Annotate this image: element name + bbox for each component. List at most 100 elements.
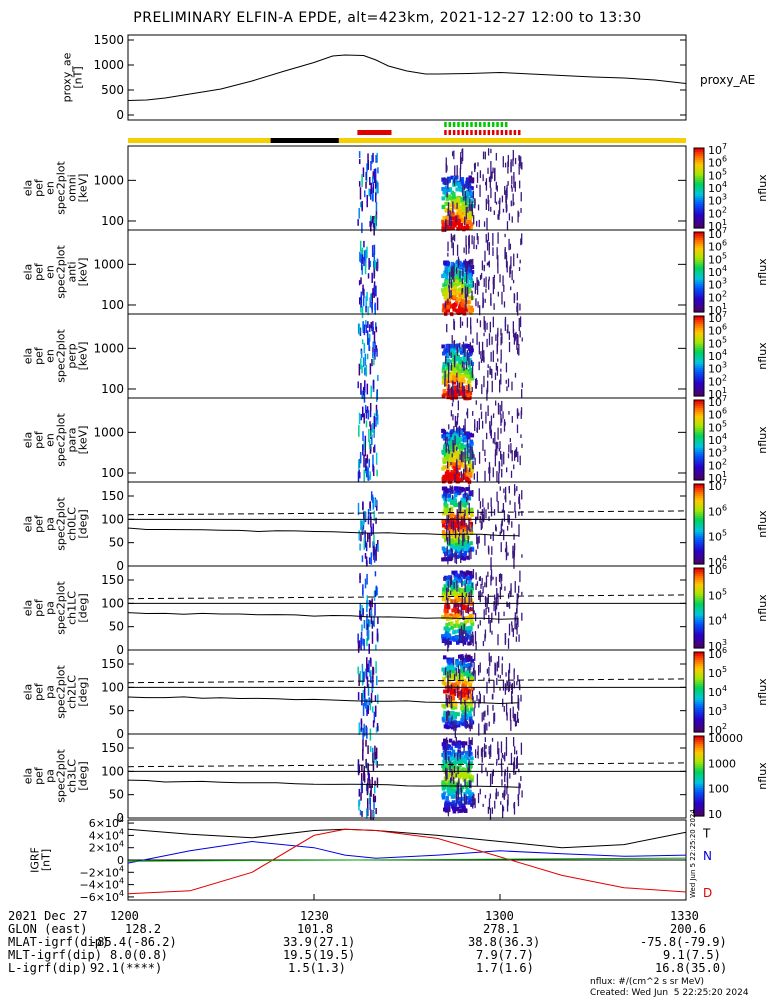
data-cell xyxy=(460,706,464,711)
data-cell xyxy=(367,160,369,170)
data-speckle xyxy=(446,546,448,555)
data-speckle xyxy=(505,703,508,716)
proxy-ae-legend: proxy_AE xyxy=(700,73,755,87)
data-cell xyxy=(369,403,372,412)
data-cell xyxy=(366,573,368,585)
data-cell xyxy=(444,632,449,637)
data-cell xyxy=(447,437,451,442)
data-speckle xyxy=(496,758,498,764)
data-speckle xyxy=(519,180,521,189)
data-cell xyxy=(445,215,449,220)
data-cell xyxy=(365,420,368,428)
data-speckle xyxy=(448,424,450,430)
data-cell xyxy=(465,445,469,450)
data-cell xyxy=(446,785,451,790)
data-cell xyxy=(467,363,472,368)
data-speckle xyxy=(486,338,488,348)
colorbar-frame xyxy=(693,147,705,229)
data-cell xyxy=(448,514,452,519)
data-cell xyxy=(362,689,365,701)
colorbar-cell xyxy=(694,758,704,761)
data-speckle xyxy=(483,278,485,287)
data-cell xyxy=(360,780,363,793)
data-speckle xyxy=(468,355,470,366)
data-cell xyxy=(458,590,463,595)
data-speckle xyxy=(518,267,521,271)
data-cell xyxy=(441,523,446,528)
data-speckle xyxy=(447,809,450,817)
data-speckle xyxy=(486,380,489,393)
data-speckle xyxy=(507,681,509,686)
data-speckle xyxy=(465,261,467,273)
data-speckle xyxy=(470,259,472,272)
data-cell xyxy=(466,796,470,801)
data-cell xyxy=(459,178,464,183)
data-cell xyxy=(461,474,465,479)
data-cell xyxy=(455,365,460,370)
row-mlt-v0: 8.0(0.8) xyxy=(110,948,168,962)
data-cell xyxy=(450,661,455,666)
colorbar-cell xyxy=(694,266,704,269)
data-cell xyxy=(362,608,364,616)
data-speckle xyxy=(452,201,454,213)
data-speckle xyxy=(486,239,489,251)
data-cell xyxy=(457,445,461,450)
data-speckle xyxy=(469,448,471,461)
colorbar-cell xyxy=(694,178,704,181)
data-cell xyxy=(454,743,459,748)
data-speckle xyxy=(501,400,503,412)
data-speckle xyxy=(496,247,498,260)
data-speckle xyxy=(455,721,457,731)
data-speckle xyxy=(502,275,504,287)
data-speckle xyxy=(459,454,461,461)
data-cell xyxy=(361,605,363,618)
colorbar-cell xyxy=(694,256,704,259)
data-speckle xyxy=(453,262,455,276)
colorbar-cell xyxy=(694,724,704,727)
data-cell xyxy=(369,220,371,228)
data-speckle xyxy=(462,640,464,647)
data-cell xyxy=(456,691,461,696)
data-cell xyxy=(468,375,473,380)
data-cell xyxy=(461,218,465,223)
data-cell xyxy=(448,359,452,364)
data-speckle xyxy=(505,252,507,258)
status-dot-green xyxy=(504,122,508,127)
data-cell xyxy=(450,211,455,216)
data-cell xyxy=(369,790,372,797)
data-speckle xyxy=(496,366,499,376)
data-speckle xyxy=(469,666,471,674)
panel-ylabel-line: ela xyxy=(22,684,35,701)
data-speckle xyxy=(515,757,518,769)
data-speckle xyxy=(517,410,519,414)
colorbar-cell xyxy=(694,318,704,321)
data-cell xyxy=(456,723,461,728)
colorbar-cell xyxy=(694,486,704,489)
data-cell xyxy=(453,682,458,687)
data-speckle xyxy=(500,574,502,584)
data-speckle xyxy=(515,636,518,642)
data-cell xyxy=(465,618,470,623)
colorbar-cell xyxy=(694,286,704,289)
data-speckle xyxy=(493,509,496,516)
data-cell xyxy=(364,353,367,366)
proxy-ae-frame xyxy=(127,34,687,121)
data-cell xyxy=(372,523,374,535)
data-cell xyxy=(365,296,367,308)
data-cell xyxy=(461,722,465,727)
data-cell xyxy=(450,673,455,678)
colorbar-cell xyxy=(694,430,704,433)
data-speckle xyxy=(478,591,480,600)
data-speckle xyxy=(473,793,475,805)
data-cell xyxy=(464,470,469,475)
data-speckle xyxy=(460,783,462,792)
data-cell xyxy=(376,297,379,311)
data-cell xyxy=(465,208,469,213)
data-cell xyxy=(457,554,462,559)
data-cell xyxy=(370,430,373,438)
data-cell xyxy=(457,218,461,223)
data-cell xyxy=(446,347,450,352)
data-speckle xyxy=(455,603,457,608)
data-cell xyxy=(375,155,377,163)
colorbar-cell xyxy=(694,654,704,657)
